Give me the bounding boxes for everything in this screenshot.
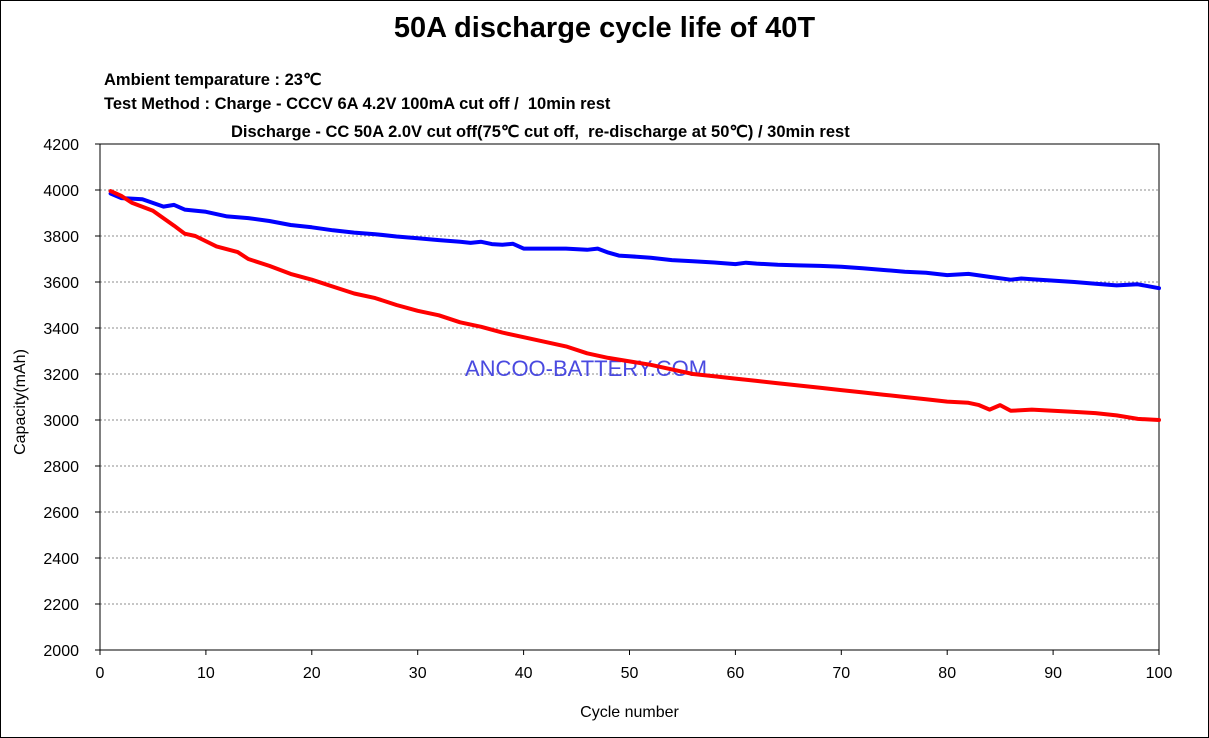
y-tick-label: 3800	[43, 229, 79, 246]
y-tick-label: 2800	[43, 459, 79, 476]
y-tick-label: 2000	[43, 643, 79, 660]
x-tick-label: 70	[832, 665, 850, 682]
y-tick-label: 3000	[43, 413, 79, 430]
discharge-method-text: Discharge - CC 50A 2.0V cut off(75℃ cut …	[231, 123, 850, 141]
x-tick-label: 10	[197, 665, 215, 682]
ambient-condition-text: Ambient temparature : 23℃	[104, 71, 322, 89]
x-tick-label: 50	[621, 665, 639, 682]
series-line-1	[108, 191, 1161, 291]
y-tick-label: 2600	[43, 505, 79, 522]
x-tick-label: 40	[515, 665, 533, 682]
x-tick-label: 80	[938, 665, 956, 682]
y-axis-label: Capacity(mAh)	[12, 349, 29, 455]
chart-title: 50A discharge cycle life of 40T	[393, 12, 816, 44]
y-tick-label: 2400	[43, 551, 79, 568]
y-tick-label: 4000	[43, 183, 79, 200]
x-tick-label: 20	[303, 665, 321, 682]
y-tick-label: 3600	[43, 275, 79, 292]
x-tick-label: 100	[1146, 665, 1173, 682]
y-tick-label: 2200	[43, 597, 79, 614]
y-tick-label: 3400	[43, 321, 79, 338]
y-tick-label: 3200	[43, 367, 79, 384]
charge-method-text: Test Method : Charge - CCCV 6A 4.2V 100m…	[104, 95, 611, 113]
gridlines	[100, 189, 1159, 605]
x-tick-label: 30	[409, 665, 427, 682]
series-lines	[108, 189, 1161, 422]
y-axis-ticks: 2000 2200 2400 2600 2800 3000 3200 3400 3600 3800…	[43, 137, 100, 660]
series-line-2	[108, 189, 1161, 422]
y-tick-label: 4200	[43, 137, 79, 154]
x-tick-label: 90	[1044, 665, 1062, 682]
x-axis-label: Cycle number	[580, 704, 679, 721]
x-tick-label: 0	[96, 665, 105, 682]
x-tick-label: 60	[727, 665, 745, 682]
x-axis-ticks: 0 10 20 30 40 50 60 70 80 90 100	[96, 650, 1173, 682]
